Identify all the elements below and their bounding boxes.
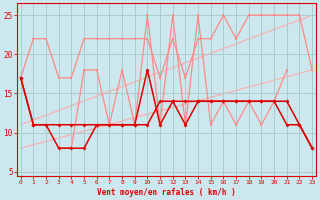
- X-axis label: Vent moyen/en rafales ( km/h ): Vent moyen/en rafales ( km/h ): [97, 188, 236, 197]
